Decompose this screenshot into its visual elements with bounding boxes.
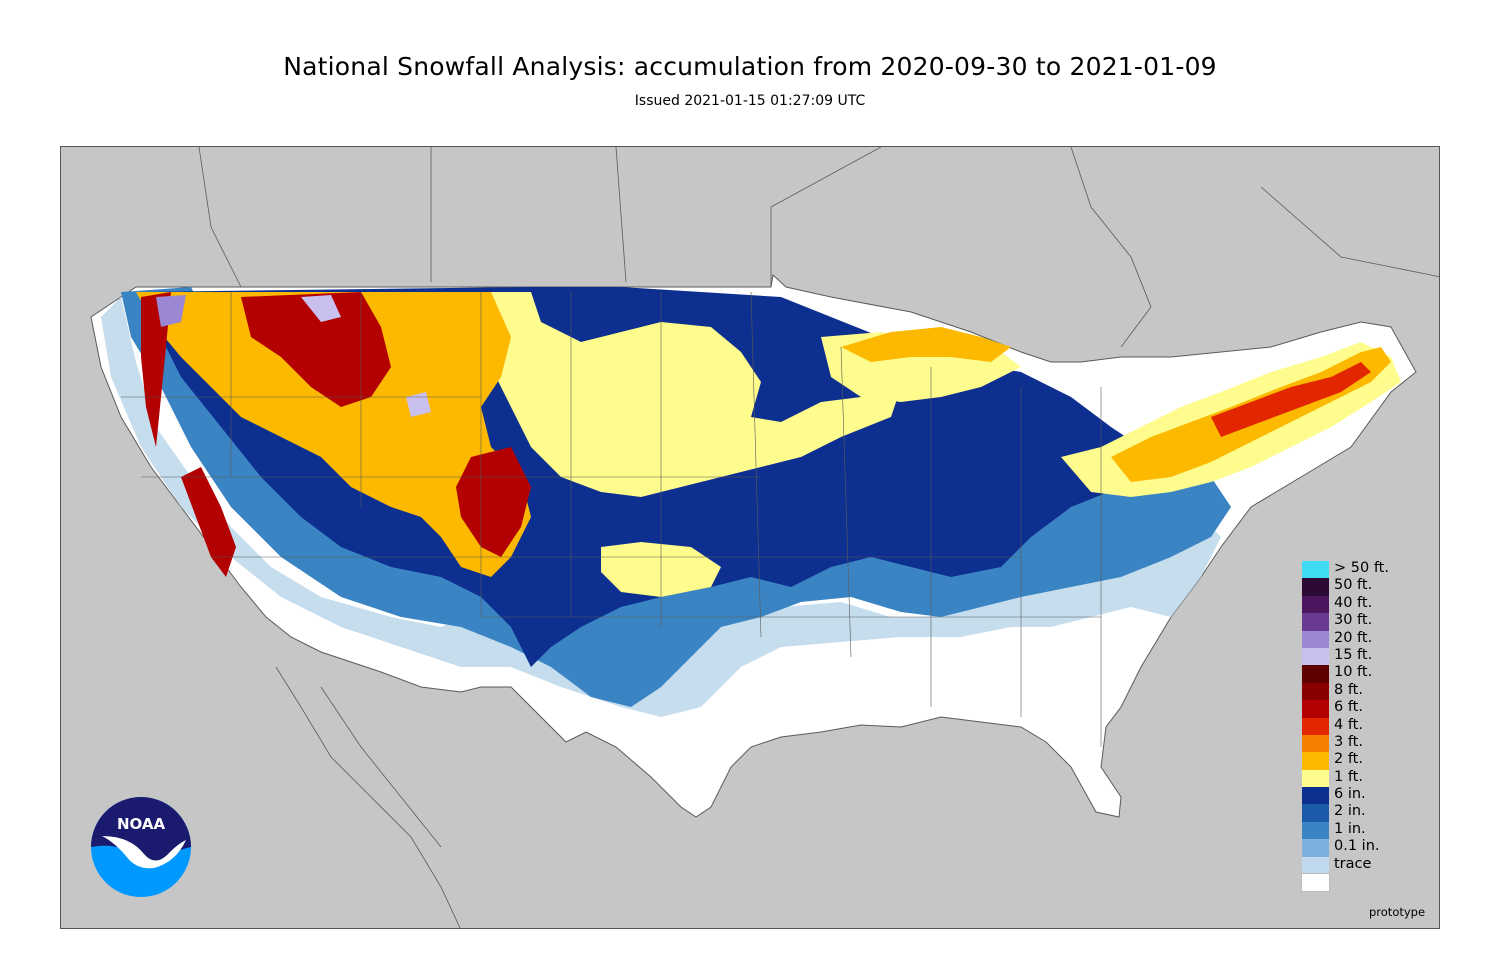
legend-swatch [1302,717,1329,735]
legend-swatch [1302,734,1329,753]
legend-item: 10 ft. [1302,664,1402,683]
legend-label: 0.1 in. [1334,838,1380,855]
legend-label: 6 ft. [1334,699,1363,716]
legend-swatch [1302,700,1329,718]
legend-swatch [1302,630,1329,648]
legend-label: 1 in. [1334,820,1366,837]
legend-label: 3 ft. [1334,733,1363,750]
band-15ft-idaho [301,295,341,322]
legend-swatch [1302,752,1329,770]
legend-item: 15 ft. [1302,646,1402,666]
legend-swatch [1302,856,1329,875]
legend-label: 20 ft. [1334,629,1373,646]
legend-item: 3 ft. [1302,733,1402,753]
legend-label: 15 ft. [1334,646,1373,663]
legend-swatch [1302,821,1329,840]
legend-swatch [1302,665,1329,683]
legend-label: trace [1334,855,1372,872]
legend-label: 2 in. [1334,803,1366,820]
snowfall-map [60,146,1440,929]
band-15ft-washington [156,295,186,327]
legend-label: 50 ft. [1334,577,1373,594]
legend-label: 2 ft. [1334,751,1363,768]
country-boundaries [198,147,1439,928]
legend-item: 40 ft. [1302,594,1402,614]
band-15ft-colorado [406,392,431,417]
legend-swatch [1302,787,1329,805]
legend-item: 8 ft. [1302,681,1402,701]
legend-swatch [1302,595,1329,614]
legend-label: 40 ft. [1334,594,1373,611]
legend-item: 1 in. [1302,820,1402,840]
legend-swatch [1302,769,1329,788]
map-title: National Snowfall Analysis: accumulation… [283,52,1217,81]
band-6ft-cascades [141,292,171,447]
band-2ft-mountains [136,292,531,577]
legend-swatch [1301,873,1330,893]
legend-label: 6 in. [1334,786,1366,803]
state-boundaries [121,291,1102,747]
legend-item: 2 in. [1302,803,1402,822]
band-6ft-sierra [181,467,236,577]
legend-swatch [1302,839,1329,857]
legend-item: 50 ft. [1302,577,1402,596]
legend-swatch [1302,647,1329,666]
legend-item: 6 in. [1302,786,1402,805]
noaa-logo-text: NOAA [117,815,166,833]
legend-label: 10 ft. [1334,664,1373,681]
issued-timestamp: Issued 2021-01-15 01:27:09 UTC [634,93,866,109]
legend-swatch [1302,613,1329,631]
legend-item: 1 ft. [1302,768,1402,788]
noaa-logo-icon: NOAA [91,797,191,897]
legend-swatch [1302,561,1329,579]
legend-item: 2 ft. [1302,751,1402,770]
noaa-logo: NOAA [90,796,192,898]
legend-label: 8 ft. [1334,681,1363,698]
band-6ft-rockies-central [456,447,531,557]
legend-item: 4 ft. [1302,716,1402,735]
legend-item: 20 ft. [1302,629,1402,648]
prototype-note: prototype [1369,905,1426,919]
legend-swatch [1302,804,1329,822]
band-4ft-nh [1211,362,1371,437]
band-1ft-plains [471,292,901,497]
legend-item: trace [1302,855,1402,875]
band-2ft-superior [841,327,1011,362]
legend-label: > 50 ft. [1334,560,1389,576]
legend-item: 6 ft. [1302,699,1402,718]
legend: > 50 ft. 50 ft. 40 ft. 30 ft. 20 ft. 15 ft. 10… [1301,560,1402,893]
legend-label: 4 ft. [1334,716,1363,733]
legend-swatch [1302,682,1329,701]
legend-item: 0.1 in. [1302,838,1402,857]
band-1in [121,287,1231,707]
legend-label: 30 ft. [1334,612,1373,629]
legend-swatch [1302,578,1329,596]
band-6ft-rockies-north [241,292,391,407]
legend-label: 1 ft. [1334,768,1363,785]
legend-item [1301,873,1402,893]
snowfall-map-canvas [61,147,1439,928]
legend-item: 30 ft. [1302,612,1402,631]
legend-item: > 50 ft. [1302,560,1402,579]
